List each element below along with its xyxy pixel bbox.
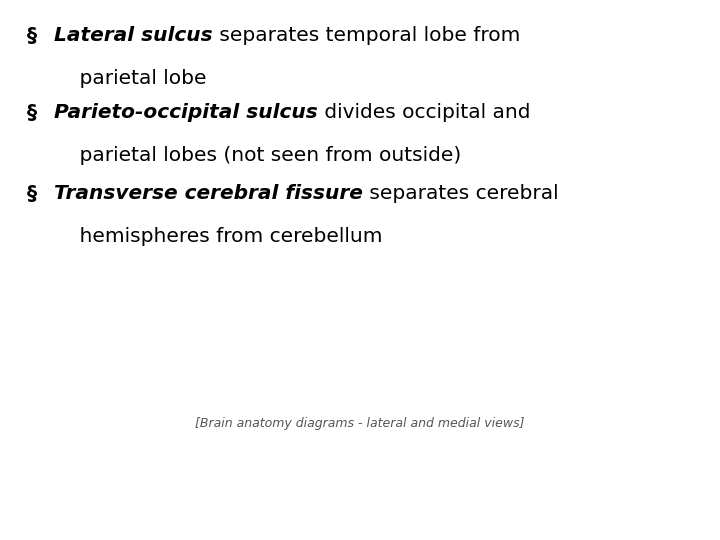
- Text: Transverse cerebral fissure: Transverse cerebral fissure: [54, 184, 363, 202]
- Text: §: §: [27, 103, 37, 122]
- Text: Parieto-occipital sulcus: Parieto-occipital sulcus: [54, 103, 318, 122]
- Text: separates cerebral: separates cerebral: [363, 184, 559, 202]
- Text: divides occipital and: divides occipital and: [318, 103, 530, 122]
- Text: §: §: [27, 184, 37, 202]
- Text: hemispheres from cerebellum: hemispheres from cerebellum: [54, 227, 382, 246]
- Text: §: §: [27, 26, 37, 45]
- Text: Lateral sulcus: Lateral sulcus: [54, 26, 212, 45]
- Text: parietal lobe: parietal lobe: [54, 69, 207, 88]
- Text: [Brain anatomy diagrams - lateral and medial views]: [Brain anatomy diagrams - lateral and me…: [195, 417, 525, 430]
- Text: separates temporal lobe from: separates temporal lobe from: [212, 26, 520, 45]
- Text: parietal lobes (not seen from outside): parietal lobes (not seen from outside): [54, 146, 462, 165]
